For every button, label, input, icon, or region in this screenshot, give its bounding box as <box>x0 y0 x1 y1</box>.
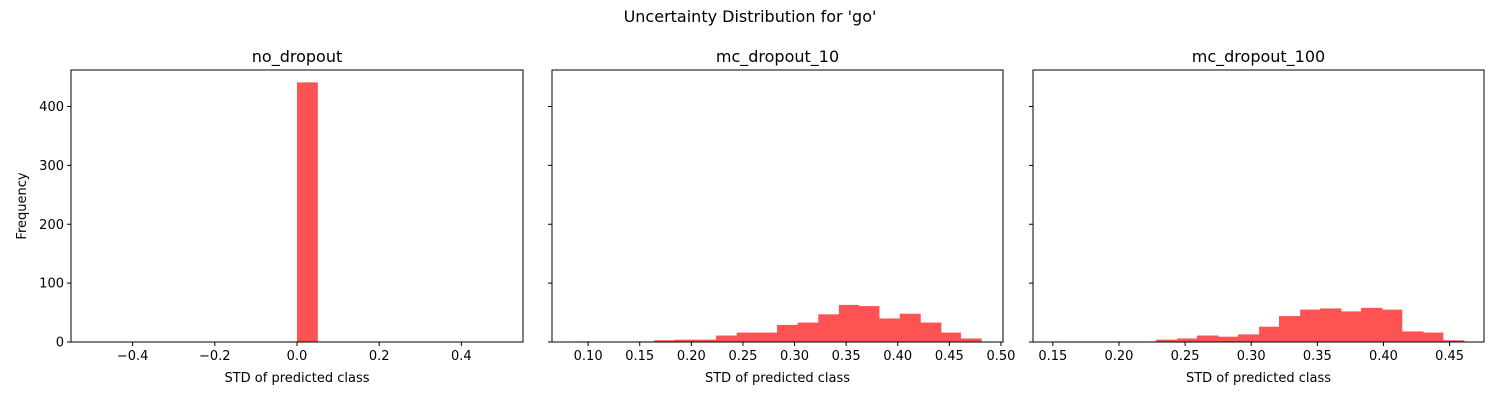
bars <box>572 304 982 342</box>
histogram-bar <box>1156 339 1178 342</box>
histogram-bar <box>941 332 961 342</box>
x-tick-label: −0.4 <box>117 349 149 364</box>
x-tick-label: 0.15 <box>1038 349 1067 364</box>
panel-title: mc_dropout_100 <box>1192 47 1325 67</box>
histogram-bar <box>654 340 676 342</box>
x-axis-label: STD of predicted class <box>705 371 850 386</box>
histogram-bar <box>776 324 798 342</box>
histogram-bar <box>1423 332 1444 342</box>
histogram-bar <box>1300 309 1321 342</box>
y-tick-label: 300 <box>39 159 64 174</box>
x-axis-label: STD of predicted class <box>1186 371 1331 386</box>
x-tick-label: 0.45 <box>935 349 964 364</box>
x-tick-label: 0.0 <box>287 349 308 364</box>
histogram-bar <box>674 339 696 342</box>
x-tick-label: 0.20 <box>1104 349 1133 364</box>
y-tick-label: 100 <box>39 277 64 292</box>
histogram-bar <box>960 338 982 342</box>
histogram-bar <box>1259 326 1280 342</box>
x-tick-label: 0.30 <box>1237 349 1266 364</box>
x-tick-label: 0.25 <box>1171 349 1200 364</box>
x-tick-label: 0.4 <box>451 349 472 364</box>
panel-2: 0.10 0.15 0.20 0.25 0.30 0.35 0.40 0.45 0.50 mc_d… <box>548 47 1015 386</box>
x-tick-label: 0.30 <box>780 349 809 364</box>
bars <box>297 82 318 342</box>
histogram-bar <box>1341 311 1362 342</box>
histogram-bar <box>695 339 717 342</box>
histogram-bar <box>858 306 880 342</box>
histogram-bar <box>879 318 901 342</box>
histogram-bar <box>716 335 738 342</box>
x-tick-label: 0.2 <box>369 349 390 364</box>
x-tick-label: 0.35 <box>1303 349 1332 364</box>
x-tick-label: 0.45 <box>1435 349 1464 364</box>
histogram-bar <box>1443 340 1465 342</box>
histogram-bar <box>797 322 819 342</box>
histogram-bar <box>1238 334 1260 342</box>
x-tick-label: 0.20 <box>677 349 706 364</box>
histogram-bar <box>756 332 778 342</box>
histogram-bar <box>1402 331 1424 342</box>
panel-title: mc_dropout_10 <box>716 47 839 67</box>
y-axis-label: Frequency <box>15 172 30 239</box>
histogram-bar <box>1361 307 1383 342</box>
x-tick-label: 0.35 <box>832 349 861 364</box>
x-tick-label: 0.10 <box>574 349 603 364</box>
x-tick-label: 0.15 <box>625 349 654 364</box>
figure-title: Uncertainty Distribution for 'go' <box>624 7 877 26</box>
axes-frame <box>1032 69 1485 343</box>
y-tick-label: 200 <box>39 218 64 233</box>
x-tick-label: 0.40 <box>883 349 912 364</box>
panels: −0.4 −0.2 0.0 0.2 0.40100200300400no_dropout… <box>15 47 1485 386</box>
histogram-bar <box>1177 338 1198 342</box>
x-tick-label: 0.40 <box>1369 349 1398 364</box>
histogram-bar <box>1382 309 1403 342</box>
y-tick-label: 0 <box>56 336 64 351</box>
histogram-bar <box>1279 316 1301 342</box>
histogram-bar <box>1218 336 1239 342</box>
panel-3: 0.15 0.20 0.25 0.30 0.35 0.40 0.45 mc_dropout_1… <box>1029 47 1485 386</box>
panel-title: no_dropout <box>252 47 342 67</box>
axes-frame <box>551 69 1004 343</box>
histogram-bar <box>297 82 318 342</box>
x-axis-label: STD of predicted class <box>224 371 369 386</box>
bars <box>1054 307 1465 342</box>
histogram-bar <box>818 314 840 342</box>
histogram-bar <box>838 304 859 342</box>
histogram-bar <box>920 322 942 342</box>
x-tick-label: 0.25 <box>728 349 757 364</box>
panel-1: −0.4 −0.2 0.0 0.2 0.4 0 100 200 300 400 no_dropout… <box>15 47 524 386</box>
x-tick-label: 0.50 <box>986 349 1015 364</box>
histogram-bar <box>1320 308 1342 342</box>
x-tick-label: −0.2 <box>199 349 231 364</box>
histogram-bar <box>736 332 757 342</box>
y-tick-label: 400 <box>39 100 64 115</box>
histogram-bar <box>1197 335 1219 342</box>
histogram-bar <box>899 313 921 342</box>
